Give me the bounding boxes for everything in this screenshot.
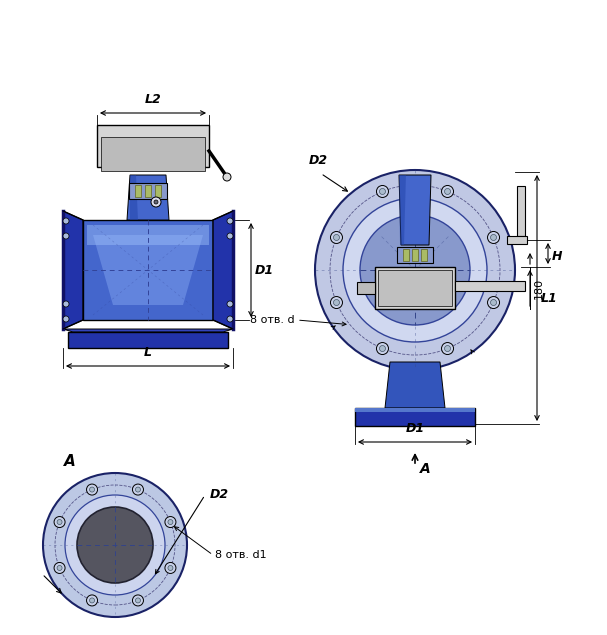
Bar: [421, 249, 427, 261]
Bar: [507, 236, 527, 244]
Circle shape: [90, 487, 95, 492]
Circle shape: [490, 300, 497, 305]
Circle shape: [132, 595, 143, 606]
Bar: [375, 267, 455, 309]
Circle shape: [330, 297, 342, 309]
Circle shape: [487, 297, 500, 309]
Bar: [145, 185, 151, 197]
Circle shape: [54, 563, 65, 573]
Bar: [101, 137, 205, 171]
Polygon shape: [87, 225, 209, 245]
Circle shape: [90, 598, 95, 603]
Circle shape: [77, 507, 153, 583]
Circle shape: [154, 200, 158, 204]
Text: L2: L2: [144, 93, 161, 106]
Circle shape: [135, 598, 140, 603]
Circle shape: [330, 232, 342, 243]
Polygon shape: [63, 329, 233, 332]
Bar: [357, 282, 375, 294]
Bar: [155, 185, 161, 197]
Bar: [68, 332, 228, 348]
Circle shape: [63, 316, 69, 322]
Bar: [355, 408, 475, 412]
Circle shape: [135, 487, 140, 492]
Circle shape: [444, 189, 450, 194]
Circle shape: [441, 342, 453, 354]
Text: A: A: [64, 453, 76, 469]
Circle shape: [315, 170, 515, 370]
Circle shape: [165, 563, 176, 573]
Bar: [355, 408, 475, 426]
Polygon shape: [93, 235, 203, 305]
Text: D1: D1: [255, 264, 274, 276]
Text: 180: 180: [534, 277, 544, 298]
Circle shape: [57, 519, 62, 525]
Circle shape: [333, 300, 339, 305]
Circle shape: [168, 519, 173, 525]
Circle shape: [87, 595, 98, 606]
Circle shape: [63, 301, 69, 307]
Circle shape: [444, 345, 450, 352]
Bar: [412, 249, 418, 261]
Bar: [455, 281, 525, 291]
Circle shape: [223, 173, 231, 181]
Bar: [97, 125, 209, 167]
Circle shape: [43, 473, 187, 617]
Circle shape: [227, 218, 233, 224]
Text: A: A: [420, 462, 431, 476]
Text: D2: D2: [210, 488, 229, 501]
Polygon shape: [399, 175, 431, 245]
Circle shape: [441, 185, 453, 197]
Circle shape: [360, 215, 470, 325]
Text: 8 отв. d: 8 отв. d: [250, 315, 295, 325]
Polygon shape: [63, 211, 83, 329]
Polygon shape: [213, 211, 233, 329]
Circle shape: [57, 565, 62, 570]
Bar: [378, 270, 452, 306]
Text: 8 отв. d1: 8 отв. d1: [215, 550, 266, 560]
Text: H: H: [552, 250, 563, 262]
Circle shape: [63, 233, 69, 239]
Circle shape: [87, 484, 98, 495]
Polygon shape: [130, 175, 138, 220]
Circle shape: [343, 198, 487, 342]
Circle shape: [151, 197, 161, 207]
Circle shape: [227, 316, 233, 322]
Polygon shape: [385, 362, 445, 408]
Polygon shape: [83, 220, 213, 320]
Bar: [403, 249, 409, 261]
Text: D1: D1: [405, 422, 424, 435]
Circle shape: [227, 301, 233, 307]
Circle shape: [227, 233, 233, 239]
Circle shape: [168, 565, 173, 570]
Polygon shape: [127, 175, 169, 220]
Circle shape: [487, 232, 500, 243]
Bar: [135, 185, 141, 197]
Bar: [517, 186, 525, 236]
Circle shape: [376, 185, 388, 197]
Circle shape: [63, 218, 69, 224]
Circle shape: [490, 234, 497, 241]
Circle shape: [65, 495, 165, 595]
Circle shape: [165, 516, 176, 528]
Text: L1: L1: [541, 291, 558, 305]
Bar: [129, 183, 167, 199]
Bar: [397, 247, 433, 263]
Circle shape: [333, 234, 339, 241]
Circle shape: [376, 342, 388, 354]
Circle shape: [54, 516, 65, 528]
Circle shape: [132, 484, 143, 495]
Polygon shape: [399, 175, 406, 245]
Text: L: L: [144, 346, 152, 359]
Circle shape: [379, 345, 385, 352]
Text: D2: D2: [309, 154, 328, 168]
Circle shape: [379, 189, 385, 194]
